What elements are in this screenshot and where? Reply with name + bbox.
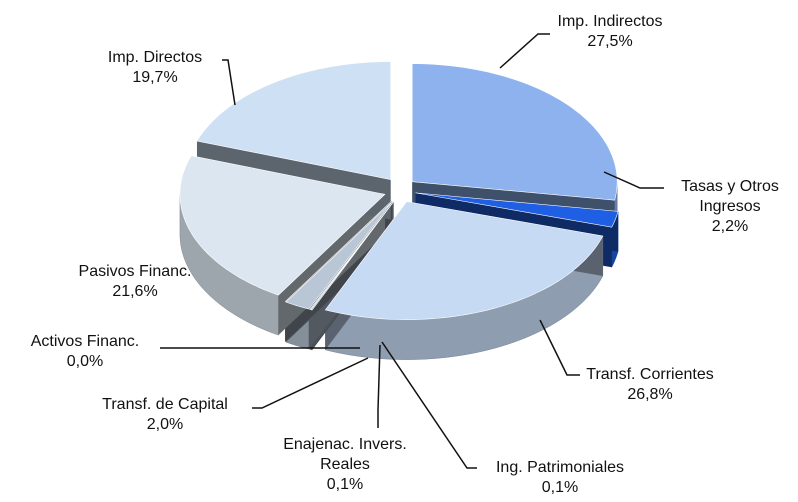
leader-line	[539, 319, 580, 376]
category-label: Imp. Directos	[107, 49, 203, 66]
slice-label: Enajenac. Invers. Reales 0,1%	[270, 435, 420, 495]
slice	[411, 63, 618, 201]
slice-label: Imp. Indirectos 27,5%	[540, 12, 680, 52]
slice	[309, 201, 394, 311]
value-label: 26,8%	[627, 386, 673, 403]
category-label: Enajenac. Invers. Reales	[283, 436, 407, 473]
slice	[285, 201, 393, 310]
value-label: 0,0%	[66, 353, 104, 370]
category-label: Imp. Indirectos	[557, 13, 663, 30]
slice-label: Tasas y Otros Ingresos 2,2%	[670, 177, 790, 237]
value-label: 21,6%	[112, 283, 158, 300]
category-label: Transf. Corrientes	[586, 366, 714, 383]
slice	[196, 61, 392, 180]
slice-label: Pasivos Financ. 21,6%	[45, 262, 225, 302]
slice-label: Imp. Directos 19,7%	[80, 48, 230, 88]
leader-line	[499, 33, 550, 69]
category-label: Ing. Patrimoniales	[495, 459, 625, 476]
slice	[415, 192, 619, 228]
slice-label: Transf. Corrientes 26,8%	[565, 365, 735, 405]
value-label: 19,7%	[132, 69, 178, 86]
leader-line	[377, 344, 381, 428]
leader-line	[222, 59, 236, 106]
leader-line	[381, 341, 477, 469]
leader-line	[252, 357, 369, 409]
leader-line	[603, 171, 664, 189]
slice	[179, 155, 386, 296]
category-label: Tasas y Otros Ingresos	[681, 178, 779, 215]
slice	[324, 201, 604, 320]
slice-label: Ing. Patrimoniales 0,1%	[480, 458, 640, 498]
slice-label: Transf. de Capital 2,0%	[75, 395, 255, 435]
value-label: 2,2%	[711, 218, 749, 235]
value-label: 27,5%	[587, 33, 633, 50]
slice-label: Activos Financ. 0,0%	[5, 332, 165, 372]
value-label: 0,1%	[541, 479, 579, 496]
category-label: Activos Financ.	[30, 333, 140, 350]
category-label: Pasivos Financ.	[78, 263, 192, 280]
value-label: 2,0%	[146, 416, 184, 433]
category-label: Transf. de Capital	[102, 396, 228, 413]
value-label: 0,1%	[326, 476, 364, 493]
